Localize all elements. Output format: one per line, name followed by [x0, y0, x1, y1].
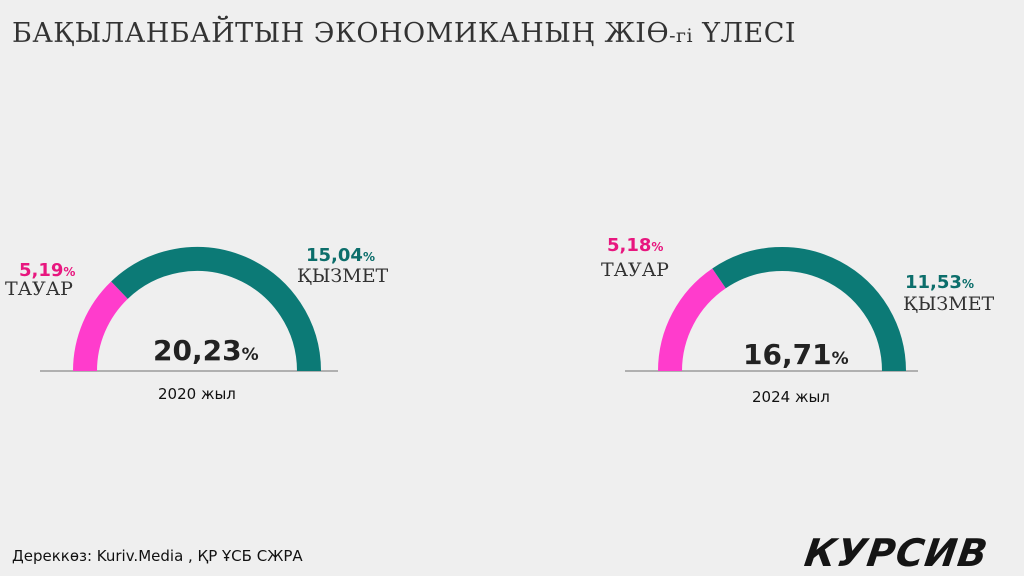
label-2020-goods: ТАУАР	[5, 278, 73, 300]
label-2020-services: ҚЫЗМЕТ	[297, 265, 389, 287]
arc-2024-services	[712, 247, 906, 372]
label-2024-services-value: 11,53%	[905, 272, 974, 293]
label-2020-goods-value: 5,19%	[19, 260, 76, 281]
kursiv-logo: КУРСИВ	[801, 531, 991, 575]
year-label-2020: 2020 жыл	[158, 385, 236, 403]
total-2020: 20,23%	[153, 334, 259, 367]
label-2024-goods-value: 5,18%	[607, 235, 664, 256]
arc-2020-services	[111, 247, 321, 372]
label-2020-services-value: 15,04%	[306, 245, 375, 266]
label-2024-services: ҚЫЗМЕТ	[903, 293, 995, 315]
source-note: Дереккөз: Kuriv.Media , ҚР ҰСБ СЖРА	[12, 547, 303, 565]
chart-title: БАҚЫЛАНБАЙТЫН ЭКОНОМИКАНЫҢ ЖІӨ-гі ҮЛЕСІ	[12, 18, 797, 49]
arc-2020-goods	[73, 281, 129, 372]
arc-2024-goods	[658, 268, 727, 372]
year-label-2024: 2024 жыл	[752, 388, 830, 406]
total-2024: 16,71%	[743, 338, 849, 371]
label-2024-goods: ТАУАР	[601, 259, 669, 281]
